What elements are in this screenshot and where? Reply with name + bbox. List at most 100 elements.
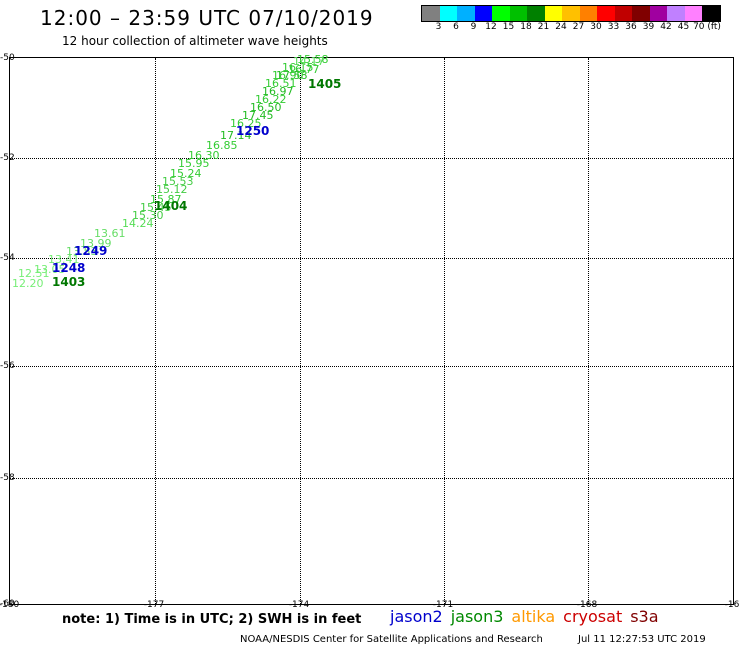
satellite-jason2: jason2: [390, 607, 443, 626]
swh-observation: 15.58: [297, 53, 329, 66]
swh-observation: 14.24: [122, 217, 154, 230]
swh-observation: 16.77: [288, 63, 320, 76]
legend-label: 15: [502, 22, 515, 32]
legend-label: 6: [453, 22, 459, 32]
longitude-label: -180: [0, 600, 20, 610]
swh-observation: 16.90: [272, 69, 304, 82]
longitude-gridline: [588, 58, 589, 604]
longitude-label: -171: [432, 600, 454, 610]
latitude-label: -56: [0, 361, 15, 371]
satellite-s3a: s3a: [630, 607, 659, 626]
legend-swatch: [439, 6, 457, 21]
legend-label: 33: [607, 22, 620, 32]
legend-label: 21: [537, 22, 550, 32]
satellite-altika: altika: [511, 607, 556, 626]
longitude-label: -168: [576, 600, 598, 610]
legend-swatch: [702, 6, 720, 21]
swh-observation: 17.14: [220, 129, 252, 142]
legend-label: 24: [555, 22, 567, 32]
swh-observation: 16.15: [282, 61, 314, 74]
legend-swatch: [684, 6, 702, 21]
swh-observation: 16.25: [230, 117, 262, 130]
satellite-legend: jason2 jason3 altika cryosat s3a: [390, 607, 667, 626]
legend-label: 9: [470, 22, 477, 32]
legend-swatch: [667, 6, 685, 21]
swh-observation: 16.22: [255, 93, 287, 106]
latitude-label: -54: [0, 253, 15, 263]
page-title: 12:00 – 23:59 UTC 07/10/2019: [40, 6, 374, 30]
longitude-gridline: [155, 58, 156, 604]
swh-observation: 12.51: [18, 267, 50, 280]
longitude-label: -174: [288, 600, 310, 610]
legend-swatch: [474, 6, 492, 21]
legend-swatch: [597, 6, 615, 21]
legend-label: 45: [677, 22, 690, 32]
legend-swatch: [562, 6, 580, 21]
swh-observation: 17.45: [242, 109, 274, 122]
swh-observation: 14.17: [293, 55, 325, 68]
latitude-gridline: [10, 366, 733, 367]
satellite-jason3: jason3: [450, 607, 504, 626]
longitude-label: -177: [143, 600, 165, 610]
swh-observation: 16.30: [188, 149, 220, 162]
swh-observation: 12.20: [12, 277, 44, 290]
timestamp: Jul 11 12:27:53 UTC 2019: [578, 634, 706, 645]
swh-observation: 16.50: [250, 101, 282, 114]
page-subtitle: 12 hour collection of altimeter wave hei…: [62, 34, 328, 48]
swh-observation: 13.99: [80, 237, 112, 250]
legend-swatch: [457, 6, 475, 21]
legend-swatch: [509, 6, 527, 21]
longitude-gridline: [444, 58, 445, 604]
legend-label: 3: [435, 22, 442, 32]
footnote: note: 1) Time is in UTC; 2) SWH is in fe…: [62, 612, 362, 627]
swh-observation: 16.51: [265, 77, 297, 90]
latitude-gridline: [10, 478, 733, 479]
legend-label: 18: [520, 22, 532, 32]
legend-label: 12: [485, 22, 497, 32]
latitude-label: -52: [0, 153, 15, 163]
swh-observation: 13.61: [94, 227, 126, 240]
credit-text: NOAA/NESDIS Center for Satellite Applica…: [240, 634, 543, 645]
legend-swatch: [527, 6, 545, 21]
legend-label: 70 (ft): [693, 22, 721, 32]
latitude-gridline: [10, 158, 733, 159]
pass-time-label: 1404: [154, 199, 188, 213]
swh-observation: 13.53: [66, 245, 98, 258]
legend-swatch: [649, 6, 667, 21]
legend-label: 36: [625, 22, 637, 32]
legend-swatch: [632, 6, 650, 21]
latitude-label: -60: [0, 599, 15, 609]
legend-label: 42: [660, 22, 672, 32]
latitude-label: -58: [0, 473, 15, 483]
legend-swatch: [614, 6, 632, 21]
legend-label: 27: [572, 22, 585, 32]
swh-observation: 13.41: [48, 253, 80, 266]
pass-time-label: 1249: [74, 244, 108, 258]
swh-observation: 17.58: [276, 69, 308, 82]
swh-observation: 15.12: [156, 183, 188, 196]
longitude-gridline: [300, 58, 301, 604]
pass-time-label: 1403: [52, 275, 86, 289]
latitude-label: -50: [0, 53, 15, 63]
pass-time-label: 1248: [52, 261, 86, 275]
legend-swatch: [579, 6, 597, 21]
legend-swatch: [544, 6, 562, 21]
legend-labels: 3 6 9 12 15 18 21 24 27 30 33 36 39 42 45 70 (ft): [421, 22, 740, 34]
swh-observation: 13.05: [34, 263, 66, 276]
legend-label: 39: [642, 22, 655, 32]
pass-time-label: 1405: [308, 77, 342, 91]
longitude-label: -16: [724, 600, 740, 610]
legend-label: 30: [590, 22, 602, 32]
swh-observation: 15.87: [150, 193, 182, 206]
pass-time-label: 1250: [236, 124, 270, 138]
legend-swatch: [422, 6, 440, 21]
swh-observation: 15.45: [140, 201, 172, 214]
swh-observation: 16.97: [262, 85, 294, 98]
swh-observation: 15.24: [170, 167, 202, 180]
swh-observation: 16.85: [206, 139, 238, 152]
satellite-cryosat: cryosat: [563, 607, 623, 626]
swh-observation: 15.53: [162, 175, 194, 188]
latitude-gridline: [10, 258, 733, 259]
swh-observation: 15.30: [132, 209, 164, 222]
wave-height-color-legend: [421, 5, 721, 22]
